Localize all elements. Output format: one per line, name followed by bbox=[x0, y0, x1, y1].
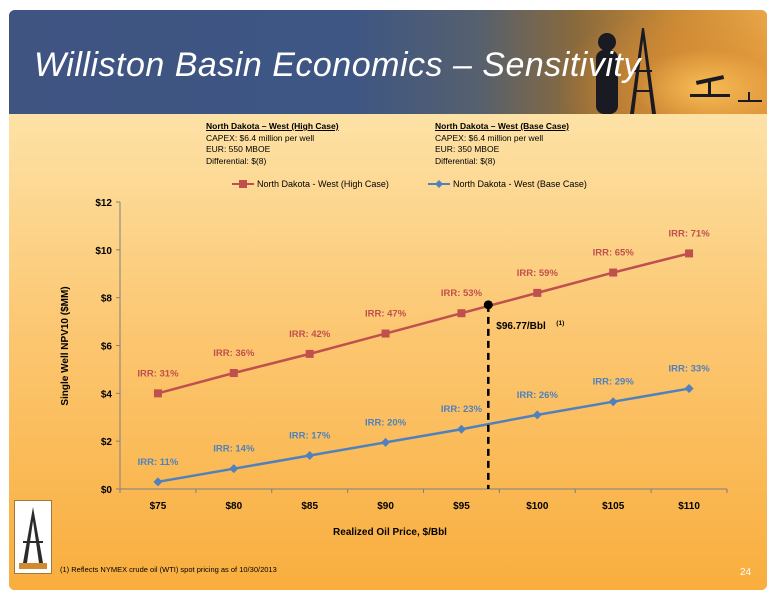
base-data-point bbox=[608, 397, 618, 407]
price-marker-dot bbox=[483, 300, 493, 310]
base-data-point bbox=[153, 477, 163, 487]
legend-high-marker bbox=[239, 180, 247, 188]
slide-title: Williston Basin Economics – Sensitivity bbox=[34, 46, 641, 84]
high-case-differential: Differential: $(8) bbox=[206, 155, 267, 166]
legend-base-marker bbox=[435, 180, 443, 188]
high-case-capex: CAPEX: $6.4 million per well bbox=[206, 132, 315, 143]
base-data-point bbox=[305, 451, 315, 461]
high-data-point bbox=[305, 349, 314, 358]
base-irr-label: IRR: 17% bbox=[289, 431, 331, 442]
base-irr-label: IRR: 29% bbox=[593, 377, 635, 388]
high-case-assumptions: North Dakota – West (High Case) CAPEX: $… bbox=[206, 121, 339, 167]
base-irr-label: IRR: 20% bbox=[365, 417, 407, 428]
base-irr-label: IRR: 14% bbox=[213, 444, 255, 455]
high-irr-label: IRR: 59% bbox=[517, 268, 559, 279]
high-irr-label: IRR: 42% bbox=[289, 329, 331, 340]
legend-base-label: North Dakota - West (Base Case) bbox=[453, 179, 587, 189]
y-tick-label: $2 bbox=[101, 437, 113, 448]
base-case-heading: North Dakota – West (Base Case) bbox=[435, 121, 569, 131]
base-data-point bbox=[456, 424, 466, 434]
worker-silhouette bbox=[596, 50, 618, 114]
high-irr-label: IRR: 36% bbox=[213, 348, 255, 359]
y-tick-label: $8 bbox=[101, 294, 113, 305]
price-marker-label: $96.77/Bbl bbox=[496, 321, 546, 332]
base-data-point bbox=[381, 437, 391, 447]
x-tick-label: $95 bbox=[453, 501, 470, 512]
x-tick-label: $100 bbox=[526, 501, 549, 512]
base-case-eur: EUR: 350 MBOE bbox=[435, 144, 500, 154]
high-irr-label: IRR: 47% bbox=[365, 309, 407, 320]
y-axis-title: Single Well NPV10 ($MM) bbox=[60, 286, 71, 405]
high-data-point bbox=[609, 268, 618, 277]
base-data-point bbox=[229, 464, 239, 474]
slide-body bbox=[9, 114, 767, 590]
x-tick-label: $85 bbox=[301, 501, 318, 512]
x-tick-label: $105 bbox=[602, 501, 625, 512]
high-data-point bbox=[457, 309, 466, 318]
high-irr-label: IRR: 31% bbox=[137, 368, 179, 379]
footnote: (1) Reflects NYMEX crude oil (WTI) spot … bbox=[60, 565, 277, 574]
price-marker-footnote-ref: (1) bbox=[556, 320, 564, 327]
base-irr-label: IRR: 26% bbox=[517, 390, 559, 401]
high-data-point bbox=[229, 369, 238, 378]
x-tick-label: $75 bbox=[150, 501, 167, 512]
base-case-capex: CAPEX: $6.4 million per well bbox=[435, 132, 544, 143]
base-case-assumptions: North Dakota – West (Base Case) CAPEX: $… bbox=[435, 121, 569, 167]
x-tick-label: $90 bbox=[377, 501, 394, 512]
page-number: 24 bbox=[740, 567, 752, 578]
oilfield-photo bbox=[560, 10, 767, 114]
x-tick-label: $80 bbox=[225, 501, 242, 512]
legend-high-label: North Dakota - West (High Case) bbox=[257, 179, 389, 189]
y-tick-label: $6 bbox=[101, 342, 113, 353]
base-data-point bbox=[684, 384, 694, 394]
high-irr-label: IRR: 65% bbox=[593, 248, 635, 259]
y-tick-label: $0 bbox=[101, 485, 113, 496]
y-tick-label: $12 bbox=[95, 198, 112, 209]
high-data-point bbox=[685, 249, 694, 258]
base-data-point bbox=[532, 410, 542, 420]
company-logo bbox=[14, 500, 52, 574]
high-irr-label: IRR: 71% bbox=[668, 228, 710, 239]
high-data-point bbox=[153, 389, 162, 398]
derrick-icon bbox=[630, 28, 656, 114]
chart-axes: $0 $2 $4 $6 $8 $10 $12 $75 $80 $85 $90 $95 $100 $105 $… bbox=[95, 198, 728, 512]
base-irr-label: IRR: 33% bbox=[668, 364, 710, 375]
derrick-logo-icon bbox=[23, 507, 43, 563]
base-case-differential: Differential: $(8) bbox=[435, 155, 496, 166]
high-case-eur: EUR: 550 MBOE bbox=[206, 144, 271, 154]
y-tick-label: $10 bbox=[95, 246, 112, 257]
base-irr-label: IRR: 11% bbox=[138, 457, 179, 468]
high-data-point bbox=[381, 329, 390, 338]
x-tick-label: $110 bbox=[678, 501, 700, 512]
base-series-line bbox=[157, 387, 690, 484]
x-axis-title: Realized Oil Price, $/Bbl bbox=[333, 527, 447, 538]
high-data-point bbox=[533, 288, 542, 297]
high-case-heading: North Dakota – West (High Case) bbox=[206, 121, 339, 131]
high-series-line bbox=[157, 252, 690, 395]
plot-area: IRR: 31% IRR: 36% IRR: 42% IRR: 47% IRR: 53%… bbox=[137, 228, 710, 489]
y-tick-label: $4 bbox=[101, 389, 113, 400]
high-irr-label: IRR: 53% bbox=[441, 288, 483, 299]
legend: North Dakota - West (High Case) North Da… bbox=[232, 179, 587, 189]
base-irr-label: IRR: 23% bbox=[441, 404, 483, 415]
